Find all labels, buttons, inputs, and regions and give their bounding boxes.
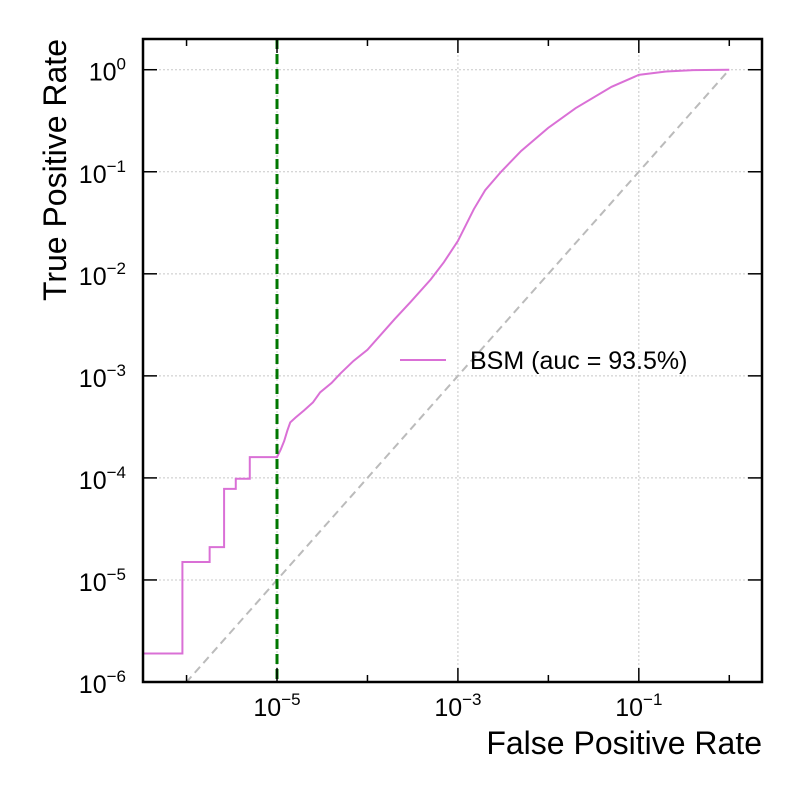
y-tick-label: 10−1 [79, 157, 126, 189]
y-tick-label: 10−5 [79, 565, 126, 597]
ticks: 10−5 10−3 10−1 10−6 10−5 10−4 10−3 10−2 10−1 100 [79, 39, 762, 722]
x-tick-label: 10−3 [434, 690, 481, 722]
reference-diagonal [185, 69, 731, 682]
y-axis-title: True Positive Rate [37, 39, 73, 301]
y-tick-label: 10−3 [79, 361, 126, 393]
series-layer [143, 68, 730, 655]
x-tick-label: 10−5 [253, 690, 300, 722]
y-tick-label: 10−4 [79, 463, 126, 495]
axes-frame [141, 37, 764, 684]
x-tick-label: 10−1 [615, 690, 662, 722]
plot-frame [141, 37, 764, 684]
reference-line [185, 69, 731, 682]
y-tick-label: 10−6 [79, 667, 126, 699]
y-tick-label: 100 [89, 55, 126, 87]
legend: BSM (auc = 93.5%) [400, 347, 687, 375]
y-tick-label: 10−2 [79, 259, 126, 291]
series-line-bsm [143, 68, 730, 655]
legend-label: BSM (auc = 93.5%) [470, 347, 687, 375]
x-axis-title: False Positive Rate [486, 725, 762, 761]
